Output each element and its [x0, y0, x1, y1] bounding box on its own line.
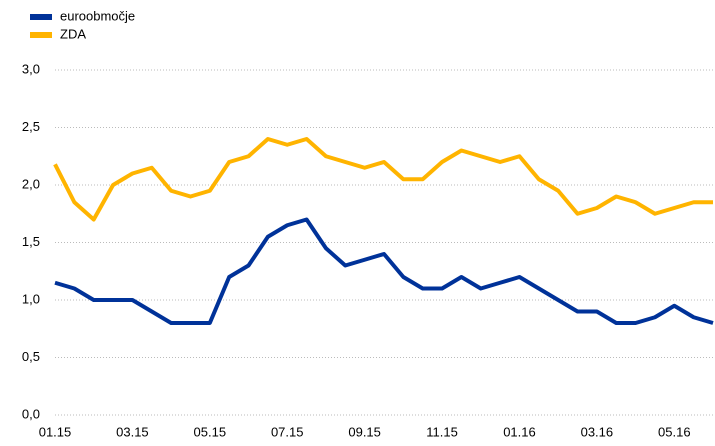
x-tick-label: 03.15: [116, 424, 149, 439]
x-tick-label: 01.16: [503, 424, 536, 439]
x-tick-label: 09.15: [348, 424, 381, 439]
x-tick-label: 03.16: [581, 424, 614, 439]
y-tick-label: 2,0: [22, 176, 40, 191]
x-tick-label: 11.15: [426, 424, 458, 439]
series-line: [54, 217, 714, 325]
legend-label: ZDA: [60, 26, 86, 41]
y-tick-label: 1,0: [22, 291, 40, 306]
series-line: [53, 137, 713, 222]
x-tick-label: 01.15: [39, 424, 72, 439]
y-tick-label: 1,5: [22, 234, 40, 249]
x-tick-label: 07.15: [271, 424, 304, 439]
x-tick-label: 05.15: [194, 424, 227, 439]
y-tick-label: 0,5: [22, 349, 40, 364]
legend-swatch: [30, 14, 52, 20]
legend-swatch: [30, 32, 52, 38]
y-tick-label: 0,0: [22, 406, 40, 421]
y-tick-label: 2,5: [22, 119, 40, 134]
legend-label: euroobmočje: [60, 8, 135, 23]
y-tick-label: 3,0: [22, 61, 40, 76]
x-tick-label: 05.16: [658, 424, 691, 439]
